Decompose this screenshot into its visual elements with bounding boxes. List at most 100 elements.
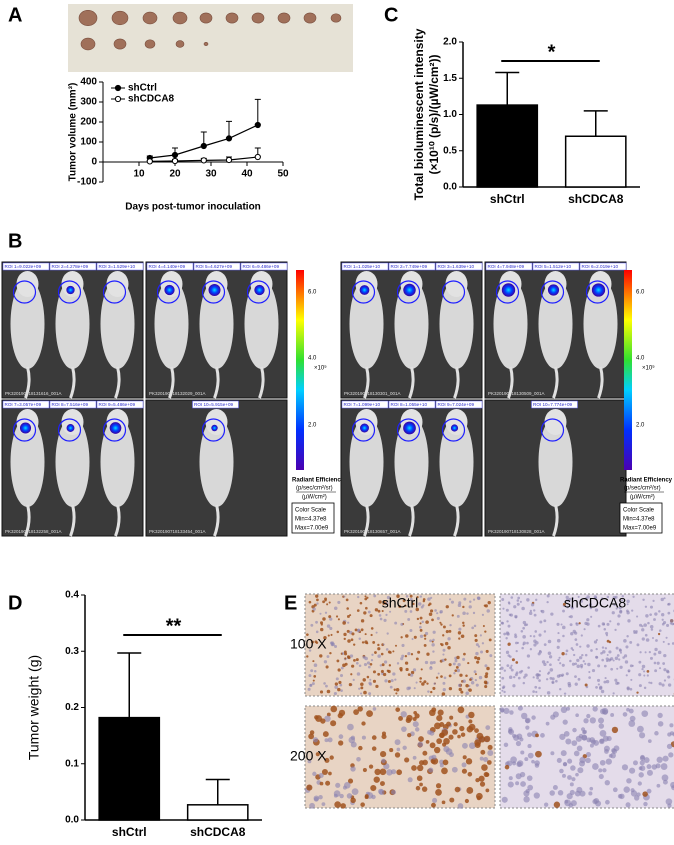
cell	[381, 758, 386, 764]
cell	[432, 661, 436, 665]
cell	[663, 668, 667, 672]
cell	[549, 663, 552, 667]
cell	[369, 614, 373, 618]
cell	[665, 636, 668, 639]
cell	[455, 665, 459, 669]
cell	[394, 739, 401, 746]
cell	[360, 686, 364, 690]
cell	[370, 784, 377, 792]
cell	[468, 605, 472, 609]
cell	[402, 745, 407, 750]
cell	[347, 778, 354, 784]
roi-label: ROI 3=1.639e+10	[438, 264, 475, 269]
cell	[587, 662, 591, 667]
roi-label: ROI 2=7.749e+09	[391, 264, 428, 269]
cell	[661, 618, 664, 621]
cell	[539, 650, 542, 653]
cell	[653, 618, 656, 621]
tumor	[303, 12, 317, 24]
roi-circle	[396, 280, 421, 304]
cell	[477, 645, 481, 648]
cell	[623, 639, 627, 643]
signal	[450, 424, 459, 432]
cell	[536, 676, 540, 680]
cell	[646, 670, 650, 673]
roi-circle	[351, 418, 376, 442]
cell	[500, 708, 505, 713]
cell	[462, 679, 466, 683]
cell	[647, 621, 650, 625]
cell	[484, 684, 488, 689]
cell	[355, 661, 359, 665]
cell	[609, 620, 612, 623]
cell	[658, 629, 662, 632]
cell	[546, 601, 549, 604]
cell	[315, 752, 320, 757]
cell	[431, 640, 434, 643]
signal	[547, 284, 560, 296]
cell	[641, 668, 644, 671]
cell	[609, 658, 612, 661]
cell	[561, 625, 566, 630]
cell	[402, 599, 406, 603]
cell	[568, 615, 571, 618]
cell	[347, 656, 351, 660]
y-tick-label: 400	[80, 77, 97, 88]
cell	[415, 607, 420, 612]
cell	[465, 691, 469, 696]
cell	[574, 675, 577, 678]
cell	[468, 719, 473, 724]
cell	[400, 622, 404, 626]
cell	[616, 654, 620, 657]
cell	[337, 687, 341, 692]
roi-label-box	[96, 262, 144, 271]
cell	[409, 594, 413, 598]
cell	[343, 595, 346, 598]
color-scale-text: Max=7.00e9	[623, 526, 657, 532]
cell	[541, 609, 545, 614]
cell	[533, 792, 540, 799]
cell	[431, 618, 434, 622]
histology-column: shCtrl	[382, 595, 419, 611]
cell	[566, 793, 573, 800]
significance-mark: **	[166, 615, 182, 637]
cell	[528, 611, 533, 616]
cell	[543, 662, 547, 667]
cell	[306, 655, 309, 658]
cell	[658, 610, 661, 613]
cell	[454, 786, 461, 793]
cell	[671, 622, 674, 626]
cell	[641, 625, 644, 628]
cell	[313, 675, 317, 678]
cell	[422, 750, 428, 756]
y-tick-label: 2.0	[443, 37, 457, 48]
cell	[429, 709, 436, 717]
cell	[572, 629, 576, 634]
cell	[430, 690, 433, 694]
cell	[634, 795, 640, 801]
signal	[66, 424, 75, 432]
cell	[386, 632, 389, 635]
cell	[391, 789, 396, 795]
cell	[482, 625, 485, 628]
cell	[314, 715, 319, 720]
cell	[377, 643, 380, 647]
cell	[580, 634, 583, 637]
cell	[465, 674, 468, 677]
cell	[324, 738, 329, 743]
cell	[621, 764, 629, 771]
cell	[422, 598, 426, 601]
cell	[503, 690, 506, 694]
cell	[570, 632, 574, 636]
cell	[349, 614, 352, 617]
cell	[431, 643, 435, 647]
cell	[644, 605, 648, 608]
color-scale-box	[619, 502, 663, 534]
cell	[580, 666, 583, 669]
cell	[600, 689, 605, 694]
mouse-tail	[363, 366, 370, 399]
cell	[563, 692, 567, 695]
cell	[429, 665, 432, 668]
cell	[411, 765, 417, 771]
roi-circle	[12, 418, 37, 442]
